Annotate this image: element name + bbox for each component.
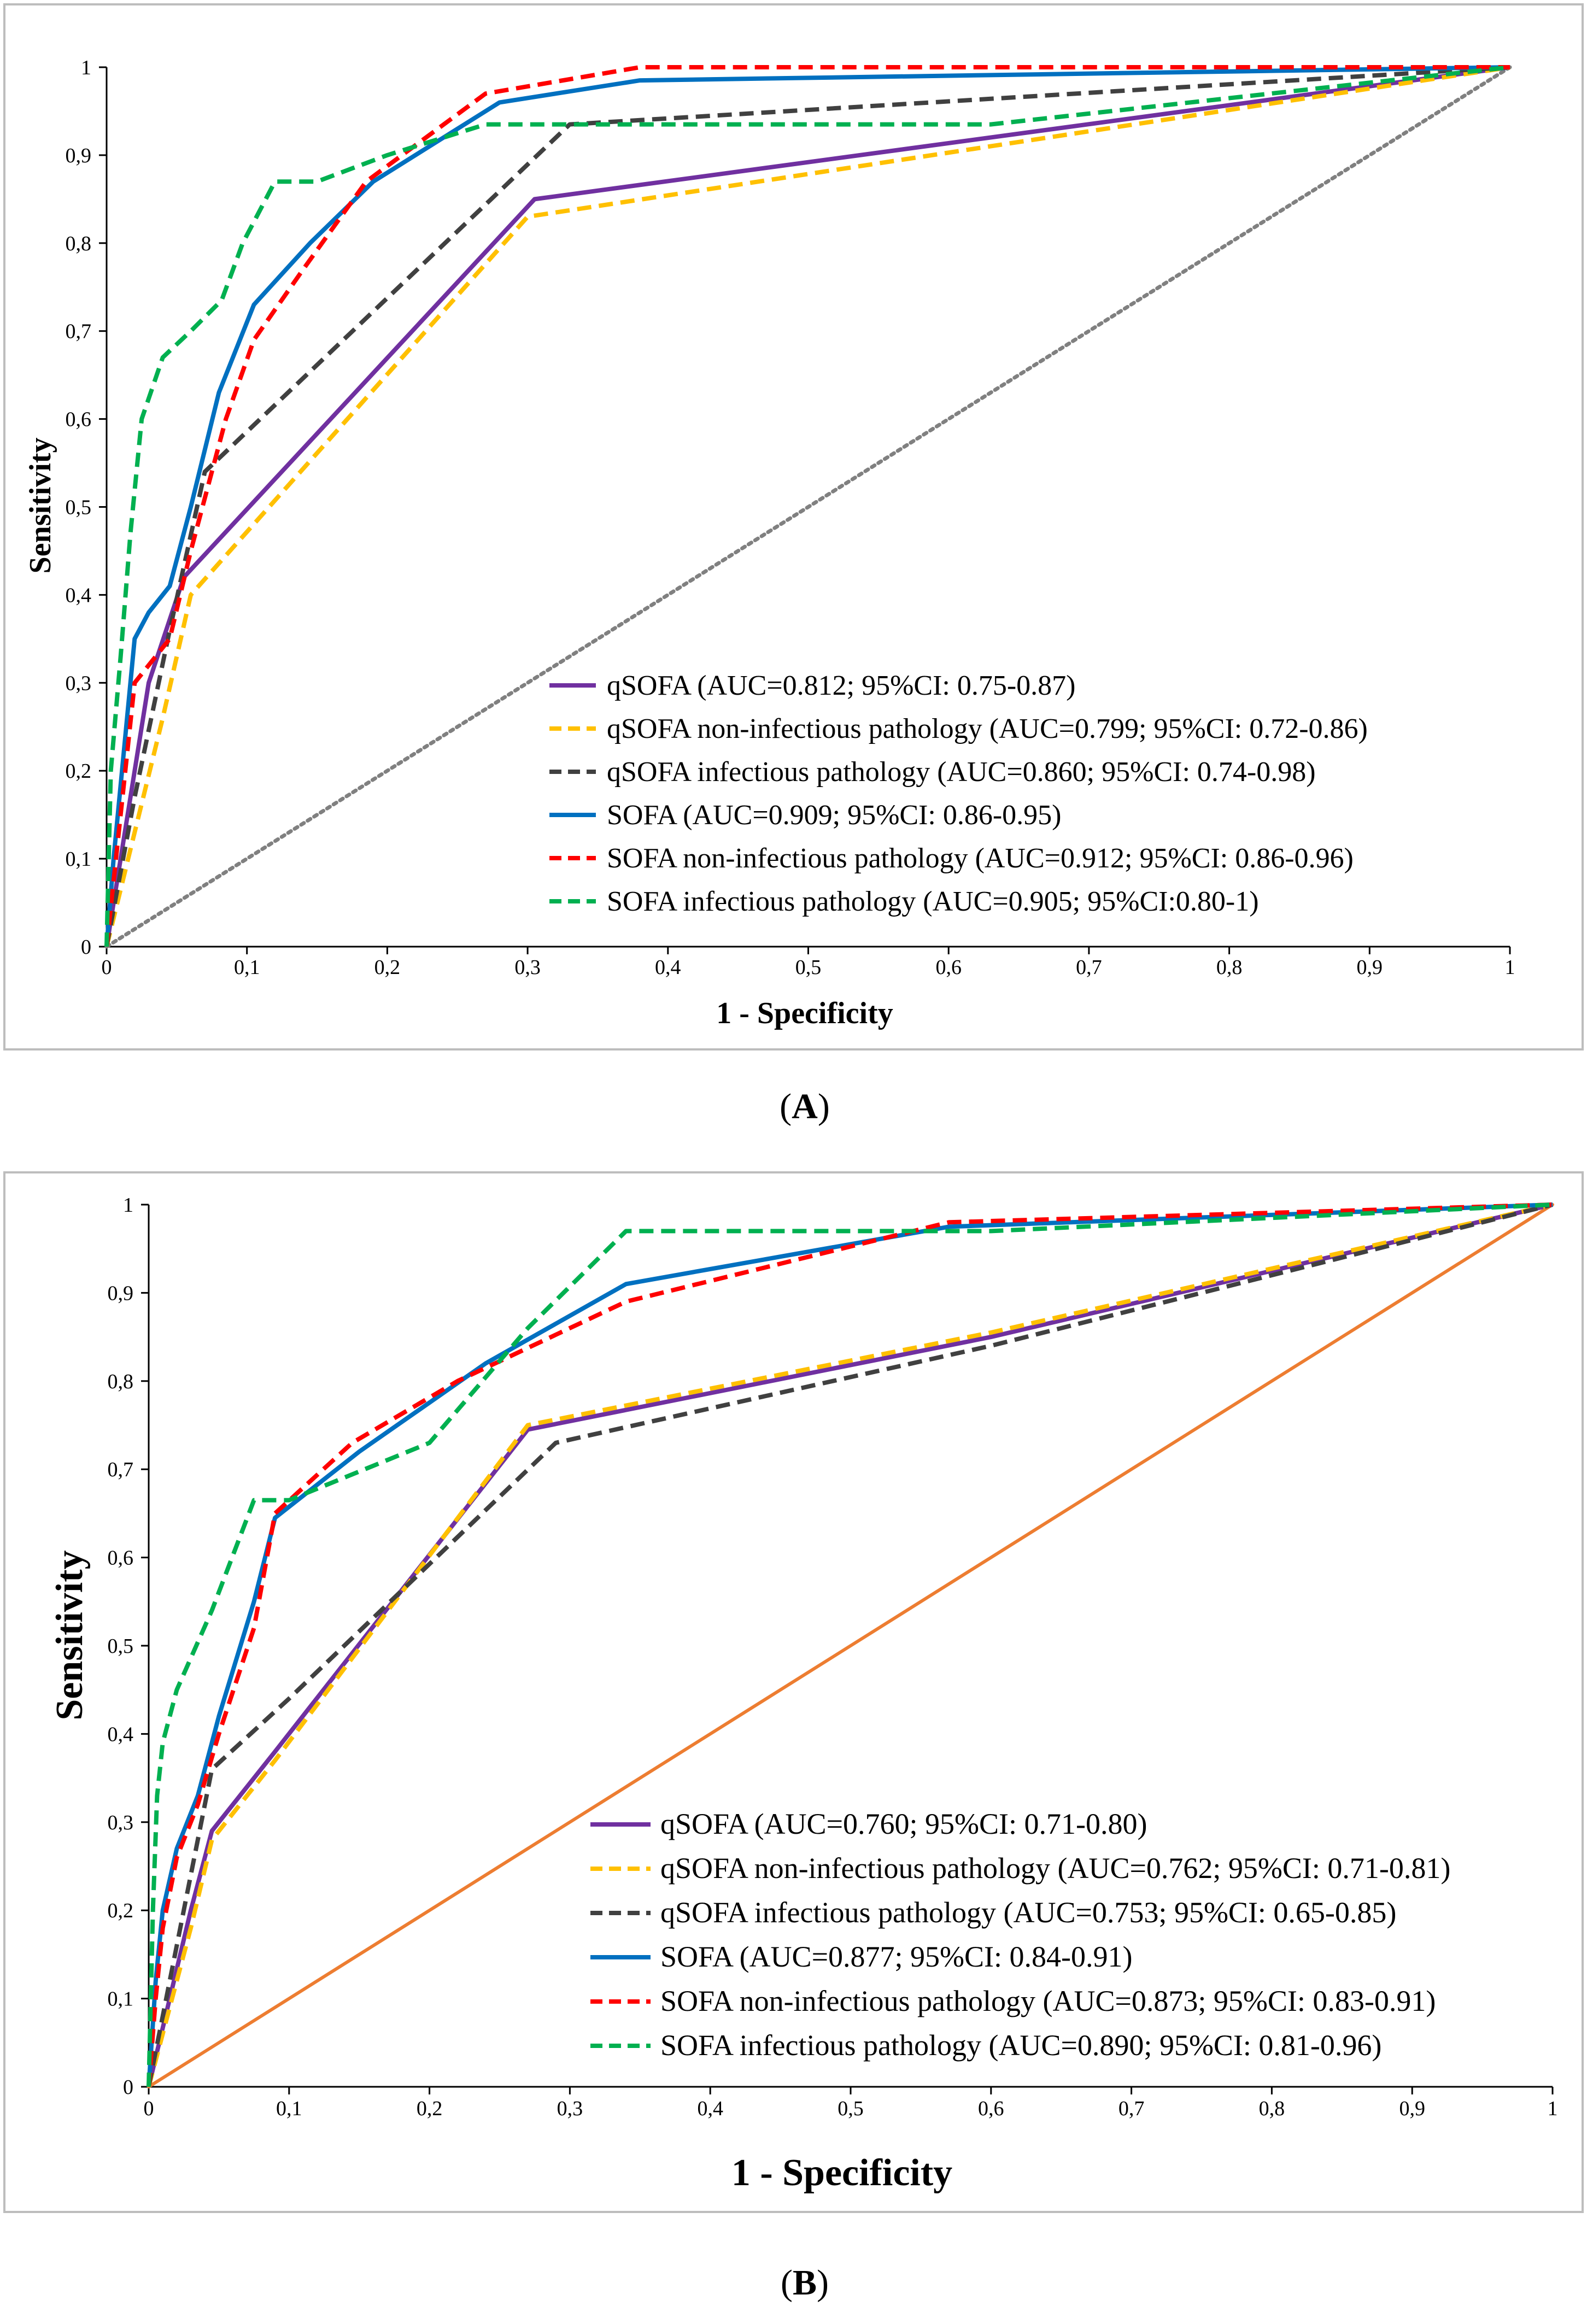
panel-b-legend-label-sofa-infectious-pathology: SOFA infectious pathology (AUC=0.890; 95…	[660, 2029, 1381, 2062]
panel-b-y-tick-label: 0,2	[108, 1899, 134, 1922]
panel-b-series-sofa	[147, 1202, 1553, 2087]
panel-b-series-qsofa-infectious-pathology	[147, 1202, 1553, 2087]
panel-b-frame	[3, 1171, 1584, 2213]
panel-a-y-tick-label: 0,3	[66, 672, 92, 695]
panel-a-caption-letter: A	[792, 1087, 818, 1126]
panel-b-x-tick-label: 0,9	[1399, 2097, 1425, 2120]
panel-b-caption: (B)	[781, 2263, 829, 2303]
panel-a-legend-label-qsofa: qSOFA (AUC=0.812; 95%CI: 0.75-0.87)	[607, 670, 1076, 701]
panel-b-y-tick-label: 0,5	[108, 1635, 134, 1658]
panel-b-y-tick-label: 0,7	[108, 1458, 134, 1481]
panel-a-series-qsofa-non-infectious-pathology	[104, 65, 1510, 947]
panel-b-x-tick-label: 0,6	[978, 2097, 1004, 2120]
panel-a-legend-label-sofa-non-infectious-pathology: SOFA non-infectious pathology (AUC=0.912…	[607, 843, 1354, 874]
panel-b-x-axis-label: 1 - Specificity	[731, 2152, 952, 2194]
panel-b-y-ticks: 0 0,1 0,2 0,3 0,4 0,5 0,6 0,7 0,8 0,9 1	[108, 1194, 149, 2099]
panel-a-x-tick-label: 0,7	[1076, 956, 1102, 979]
panel-b-y-axis-label: Sensitivity	[49, 1550, 91, 1720]
panel-a-y-tick-label: 0	[81, 936, 91, 959]
panel-b-legend-label-qsofa-non-infectious-pathology: qSOFA non-infectious pathology (AUC=0.76…	[660, 1852, 1450, 1885]
panel-b-legend-label-qsofa-infectious-pathology: qSOFA infectious pathology (AUC=0.753; 9…	[660, 1896, 1396, 1929]
panel-b-caption-letter: B	[793, 2263, 817, 2303]
panel-a-caption: (A)	[780, 1087, 830, 1126]
panel-a-series-qsofa	[104, 65, 1510, 947]
panel-a-y-tick-label: 0,8	[66, 232, 92, 255]
panel-a-y-tick-label: 0,4	[66, 584, 92, 607]
panel-b-y-tick-label: 0,8	[108, 1370, 134, 1393]
panel-a-y-tick-label: 0,9	[66, 144, 92, 167]
panel-a-legend-label-sofa: SOFA (AUC=0.909; 95%CI: 0.86-0.95)	[607, 800, 1062, 831]
panel-b-series	[147, 1202, 1554, 2088]
panel-b-caption-text: (B)	[781, 2263, 829, 2303]
panel-b-x-tick-label: 0	[144, 2097, 154, 2120]
panel-b-x-tick-label: 1	[1548, 2097, 1558, 2120]
panel-a-y-tick-label: 1	[81, 56, 91, 79]
panel-a-legend-label-qsofa-non-infectious-pathology: qSOFA non-infectious pathology (AUC=0.79…	[607, 713, 1368, 744]
panel-a-x-tick-label: 0,4	[655, 956, 681, 979]
panel-b-series-sofa-infectious-pathology	[147, 1202, 1553, 2087]
panel-b-x-tick-label: 0,3	[557, 2097, 583, 2120]
panel-b-x-tick-label: 0,1	[276, 2097, 302, 2120]
panel-a-x-tick-label: 0,3	[514, 956, 541, 979]
panel-b-y-tick-label: 0,3	[108, 1811, 134, 1834]
panel-a-y-axis-label: Sensitivity	[24, 438, 57, 574]
panel-b-x-tick-label: 0,4	[697, 2097, 723, 2120]
panel-a-caption-text: (A)	[780, 1087, 830, 1126]
panel-b-y-tick-label: 1	[123, 1194, 133, 1217]
panel-a-x-tick-label: 0	[102, 956, 112, 979]
panel-a-series-sofa-infectious-pathology	[104, 65, 1510, 947]
panel-a-x-tick-label: 0,6	[935, 956, 962, 979]
panel-b-legend: qSOFA (AUC=0.760; 95%CI: 0.71-0.80) qSOFA…	[590, 1807, 1450, 2062]
panel-a-y-tick-label: 0,6	[66, 408, 92, 431]
panel-a-y-tick-label: 0,1	[66, 848, 92, 871]
panel-b-x-tick-label: 0,7	[1118, 2097, 1145, 2120]
panel-a-x-axis-label: 1 - Specificity	[716, 996, 893, 1030]
chart-panel-b: 0 0,1 0,2 0,3 0,4 0,5 0,6 0,7 0,8 0,9 1 0 0,1 0,2 0,3…	[3, 1171, 1584, 2213]
panel-a-x-tick-label: 0,2	[374, 956, 401, 979]
panel-b-x-tick-label: 0,8	[1259, 2097, 1285, 2120]
panel-a-legend-label-sofa-infectious-pathology: SOFA infectious pathology (AUC=0.905; 95…	[607, 886, 1259, 917]
panel-b-y-tick-label: 0	[123, 2076, 133, 2099]
panel-b-reference-line	[147, 1203, 1554, 2088]
panel-b-y-tick-label: 0,1	[108, 1988, 134, 2011]
panel-a-x-tick-label: 0,5	[795, 956, 822, 979]
panel-a-x-tick-label: 0,9	[1357, 956, 1383, 979]
panel-a-legend-label-qsofa-infectious-pathology: qSOFA infectious pathology (AUC=0.860; 9…	[607, 756, 1316, 788]
panel-b-x-tick-label: 0,2	[417, 2097, 443, 2120]
panel-b-legend-label-sofa: SOFA (AUC=0.877; 95%CI: 0.84-0.91)	[660, 1940, 1132, 1973]
panel-a-x-ticks: 0 0,1 0,2 0,3 0,4 0,5 0,6 0,7 0,8 0,9 1	[102, 947, 1515, 979]
panel-b-legend-label-qsofa: qSOFA (AUC=0.760; 95%CI: 0.71-0.80)	[660, 1807, 1147, 1840]
chart-panel-a: 0 0,1 0,2 0,3 0,4 0,5 0,6 0,7 0,8 0,9 1 0 0,1 0,2 0,3…	[3, 3, 1584, 1051]
panel-a-legend: qSOFA (AUC=0.812; 95%CI: 0.75-0.87) qSOFA…	[549, 670, 1368, 917]
panel-b-series-qsofa	[147, 1202, 1553, 2087]
panel-b-legend-label-sofa-non-infectious-pathology: SOFA non-infectious pathology (AUC=0.873…	[660, 1985, 1436, 2017]
panel-a-y-tick-label: 0,2	[66, 760, 92, 783]
panel-b-series-sofa-non-infectious-pathology	[147, 1202, 1553, 2087]
panel-a-series-qsofa-infectious-pathology	[104, 65, 1510, 947]
panel-a-series	[104, 65, 1512, 949]
panel-b-x-tick-label: 0,5	[838, 2097, 864, 2120]
panel-b-y-tick-label: 0,9	[108, 1282, 134, 1305]
panel-a-reference-line	[104, 65, 1512, 949]
panel-a-y-tick-label: 0,7	[66, 320, 92, 343]
panel-a-frame	[3, 3, 1584, 1051]
panel-a-y-ticks: 0 0,1 0,2 0,3 0,4 0,5 0,6 0,7 0,8 0,9 1	[66, 56, 107, 959]
panel-a-series-sofa	[104, 65, 1510, 947]
panel-a-y-tick-label: 0,5	[66, 496, 92, 519]
panel-a-x-tick-label: 0,1	[234, 956, 260, 979]
panel-b-y-tick-label: 0,4	[108, 1723, 134, 1746]
panel-a-x-tick-label: 0,8	[1216, 956, 1243, 979]
panel-a-x-tick-label: 1	[1505, 956, 1515, 979]
panel-b-series-qsofa-non-infectious-pathology	[147, 1202, 1553, 2088]
panel-b-x-ticks: 0 0,1 0,2 0,3 0,4 0,5 0,6 0,7 0,8 0,9 1	[144, 2087, 1558, 2120]
panel-b-y-tick-label: 0,6	[108, 1547, 134, 1570]
